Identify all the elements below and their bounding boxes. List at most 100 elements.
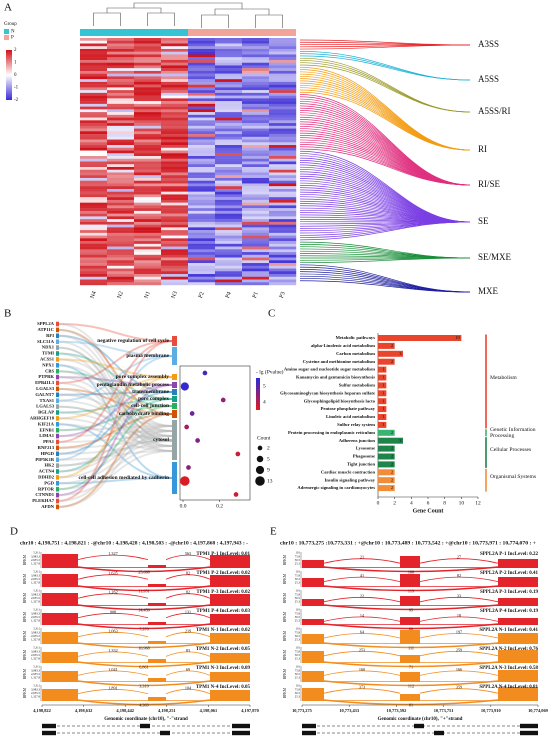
heatmap-cell <box>134 106 162 110</box>
event-label: SE/MXE <box>478 252 512 262</box>
gene-term-link <box>57 340 173 502</box>
heatmap-cell <box>215 156 243 159</box>
heatmap-cell <box>269 279 297 283</box>
coverage <box>302 599 324 606</box>
heatmap-cell <box>188 38 216 41</box>
heatmap-cell <box>134 265 162 269</box>
heatmap-cell <box>215 265 243 269</box>
heatmap-cell <box>107 136 135 140</box>
y-tick-label: 75.8 <box>295 649 301 653</box>
junction-arc <box>323 642 499 649</box>
coverage <box>400 672 420 682</box>
junction-label: 131 <box>185 609 191 614</box>
heatmap-cell <box>161 112 189 116</box>
heatmap-cell <box>161 224 189 228</box>
dot <box>180 382 189 391</box>
junction-arc <box>165 612 211 619</box>
heatmap-cell <box>107 230 135 234</box>
heatmap-cell <box>107 90 135 94</box>
heatmap-cell <box>188 125 216 129</box>
heatmap-cell <box>134 76 162 80</box>
heatmap-cell <box>134 68 162 72</box>
heatmap-cell <box>269 249 297 253</box>
gene-box <box>56 416 59 421</box>
heatmap-cell <box>161 191 189 195</box>
y-tick-label: 75.8 <box>295 687 301 691</box>
category-label: Glycosaminoglycan biosynthesis heparan s… <box>280 390 375 395</box>
x-tick-label: 6 <box>427 500 430 506</box>
gene-term-link <box>57 340 173 443</box>
heatmap-cell <box>161 172 189 176</box>
heatmap-cell <box>188 114 216 118</box>
coverage <box>302 578 324 587</box>
junction-arc <box>323 576 401 582</box>
heatmap-cell <box>188 191 216 195</box>
coverage <box>498 577 538 587</box>
junction-arc <box>165 574 211 580</box>
gene-term-link <box>57 340 173 442</box>
coverage <box>498 559 538 568</box>
heatmap-cell <box>188 221 216 225</box>
value-label: 3 <box>399 351 402 356</box>
scale-tick: -2 <box>14 98 19 103</box>
heatmap-cell <box>215 54 243 58</box>
heatmap-cell <box>161 243 189 247</box>
y-tick-label: 2,655.5 <box>31 577 41 582</box>
y-tick-label: 101 <box>296 646 301 650</box>
heatmap-cell <box>107 216 135 220</box>
bar <box>378 477 395 484</box>
heatmap-cell <box>161 205 189 209</box>
heatmap-cell <box>161 164 189 168</box>
heatmap-cell <box>242 117 270 121</box>
heatmap-cell <box>161 117 189 121</box>
heatmap-cell <box>80 235 108 239</box>
coverage <box>400 596 420 606</box>
value-label: 2 <box>391 461 394 466</box>
heatmap-cell <box>134 120 162 124</box>
category-label: Sulfur metabolism <box>339 382 375 387</box>
junction-label: 119 <box>408 588 414 593</box>
gene-term-link <box>57 405 173 491</box>
heatmap-cell <box>269 139 297 143</box>
gene-term-link <box>57 376 173 420</box>
group-label: Organismal Systems <box>490 474 537 481</box>
category-label: Cysteine and methionine metabolism <box>303 359 376 364</box>
coverage <box>42 593 78 606</box>
heatmap-cell <box>107 202 135 206</box>
heatmap-cell <box>80 109 108 113</box>
heatmap-cell <box>188 76 216 80</box>
heatmap-cell <box>215 205 243 209</box>
y-tick-label: 1,327.8 <box>31 618 41 623</box>
heatmap-cell <box>188 271 216 275</box>
gene-label: ATP11C <box>37 327 54 332</box>
heatmap-cell <box>215 70 243 74</box>
heatmap-cell <box>134 213 162 217</box>
term-box <box>172 420 177 460</box>
junction-arc <box>77 680 211 687</box>
gene-term-link <box>57 334 173 437</box>
event-link <box>299 103 471 186</box>
heatmap-cell <box>269 191 297 195</box>
heatmap-cell <box>215 145 243 148</box>
heatmap-cell <box>242 70 270 74</box>
heatmap-cell <box>107 112 135 116</box>
heatmap-cell <box>188 139 216 143</box>
bar <box>378 485 395 492</box>
gene-box <box>56 327 59 333</box>
coverage <box>210 672 250 682</box>
heatmap-cell <box>161 249 189 253</box>
y-axis-label: RPKM <box>23 573 27 584</box>
bar <box>378 461 395 468</box>
y-tick-label: 2,655.5 <box>31 653 41 658</box>
coverage <box>210 594 250 606</box>
heatmap-cell <box>242 142 270 146</box>
value-label: 2 <box>391 469 394 474</box>
heatmap-cell <box>134 142 162 146</box>
track-label: SPPL2A N-3 IncLevel: 0.58 <box>479 666 538 671</box>
gene-label: DDHD2 <box>38 474 55 479</box>
heatmap-cell <box>242 153 270 157</box>
heatmap-cell <box>242 183 270 187</box>
panel-label: C <box>268 308 275 320</box>
heatmap-cell <box>242 268 270 272</box>
heatmap-cell <box>242 254 270 258</box>
